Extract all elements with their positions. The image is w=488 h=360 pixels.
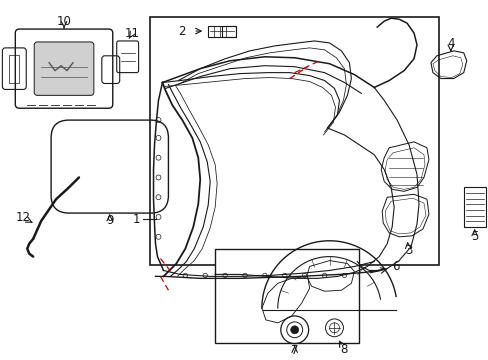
Bar <box>215 249 358 343</box>
Text: 2: 2 <box>178 24 186 37</box>
Text: 4: 4 <box>446 37 454 50</box>
Text: 12: 12 <box>16 211 31 224</box>
Bar <box>208 26 236 37</box>
Text: 9: 9 <box>106 215 113 228</box>
Text: 3: 3 <box>405 244 412 257</box>
Text: 10: 10 <box>57 15 71 28</box>
Text: 8: 8 <box>340 343 347 356</box>
Bar <box>9 55 19 82</box>
Text: 11: 11 <box>125 27 140 40</box>
Bar <box>222 26 236 37</box>
Circle shape <box>290 326 298 334</box>
FancyBboxPatch shape <box>34 42 94 95</box>
Text: 6: 6 <box>391 260 399 273</box>
Bar <box>149 17 438 265</box>
Bar <box>463 187 485 227</box>
Text: 5: 5 <box>470 230 477 243</box>
Text: 7: 7 <box>290 344 298 357</box>
Text: 1: 1 <box>133 212 141 225</box>
